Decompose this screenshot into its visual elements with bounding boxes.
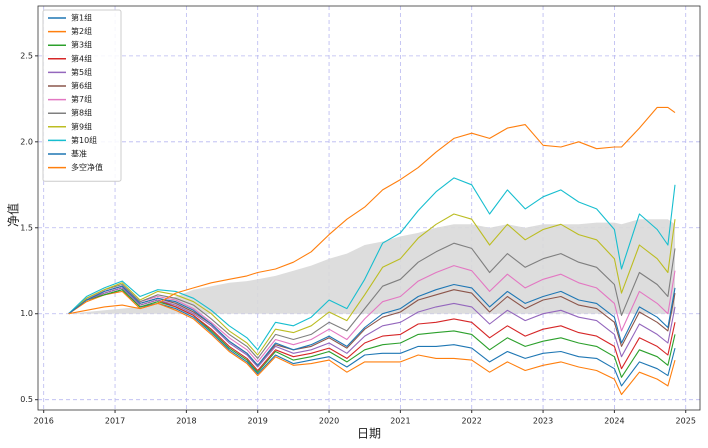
shaded-band bbox=[68, 219, 675, 314]
x-tick-label: 2022 bbox=[462, 417, 482, 426]
y-tick-label: 0.5 bbox=[20, 395, 33, 404]
x-tick-label: 2019 bbox=[248, 417, 268, 426]
series-line bbox=[68, 290, 676, 396]
plot-frame bbox=[37, 5, 701, 411]
legend-label: 第10组 bbox=[71, 135, 97, 145]
x-tick-label: 2024 bbox=[604, 417, 624, 426]
legend-label: 第5组 bbox=[71, 67, 92, 77]
legend-label: 第1组 bbox=[71, 13, 92, 23]
legend-label: 第9组 bbox=[71, 121, 92, 131]
y-tick-label: 2.0 bbox=[20, 137, 33, 146]
x-tick-label: 2020 bbox=[319, 417, 339, 426]
x-axis-label: 日期 bbox=[357, 427, 381, 441]
series-line bbox=[68, 283, 676, 366]
y-tick-label: 2.5 bbox=[20, 51, 33, 60]
x-tick-label: 2023 bbox=[533, 417, 553, 426]
series-line bbox=[68, 106, 676, 315]
y-axis-label: 净值 bbox=[6, 203, 21, 227]
legend-label: 第3组 bbox=[71, 40, 92, 50]
legend-label: 基准 bbox=[71, 149, 87, 159]
series-line bbox=[68, 287, 676, 372]
legend-label: 第7组 bbox=[71, 94, 92, 104]
legend-label: 第2组 bbox=[71, 26, 92, 36]
legend-label: 第6组 bbox=[71, 81, 92, 91]
x-tick-label: 2025 bbox=[676, 417, 696, 426]
series-line bbox=[68, 285, 676, 366]
plot-area bbox=[38, 6, 700, 410]
y-tick-label: 1.5 bbox=[20, 223, 33, 232]
legend-label: 第4组 bbox=[71, 53, 92, 63]
x-tick-label: 2021 bbox=[390, 417, 410, 426]
series-line bbox=[68, 242, 676, 359]
x-tick-label: 2018 bbox=[176, 417, 196, 426]
x-tick-label: 2017 bbox=[105, 417, 125, 426]
series-line bbox=[68, 177, 676, 351]
series-line bbox=[68, 289, 676, 387]
x-tick-label: 2016 bbox=[34, 417, 54, 426]
legend-label: 多空净值 bbox=[71, 162, 103, 172]
y-tick-label: 1.0 bbox=[20, 309, 33, 318]
series-line bbox=[68, 287, 676, 368]
series-line bbox=[68, 265, 676, 363]
legend-box bbox=[42, 9, 122, 182]
series-line bbox=[68, 213, 676, 356]
legend-label: 第8组 bbox=[71, 108, 92, 118]
